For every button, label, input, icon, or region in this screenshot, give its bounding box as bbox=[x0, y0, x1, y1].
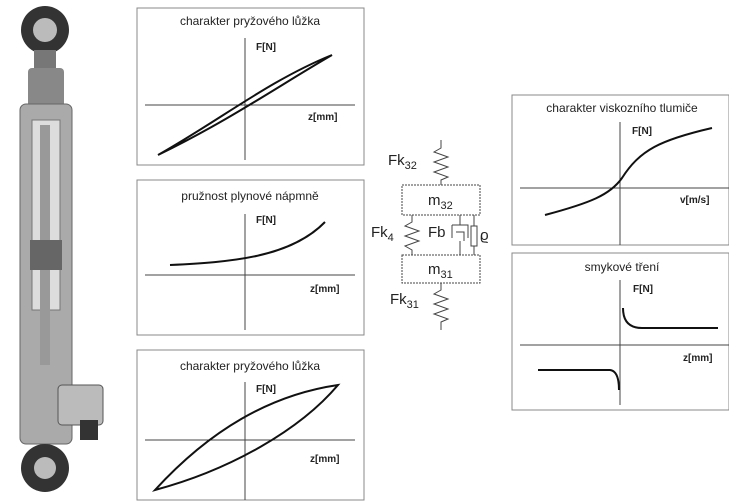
panel-title: smykové tření bbox=[585, 260, 660, 274]
label-main: Fk bbox=[371, 224, 388, 241]
figure: charakter pryžového lůžka F[N] z[mm] pru… bbox=[0, 0, 729, 504]
mass-label: m31 bbox=[428, 261, 453, 281]
label-sub: 4 bbox=[388, 232, 394, 244]
y-axis-label: F[N] bbox=[632, 126, 652, 137]
label-main: Fk bbox=[390, 291, 407, 308]
y-axis-label: F[N] bbox=[256, 215, 276, 226]
label-sub: 31 bbox=[441, 269, 453, 281]
x-axis-label: z[mm] bbox=[310, 454, 339, 465]
panel-title: charakter pryžového lůžka bbox=[180, 359, 320, 373]
x-axis-label: v[m/s] bbox=[680, 195, 709, 206]
label-sub: 32 bbox=[405, 160, 417, 172]
panel-title: pružnost plynové nápmně bbox=[181, 189, 319, 203]
panel-title: charakter pryžového lůžka bbox=[180, 14, 320, 28]
x-axis-label: z[mm] bbox=[308, 112, 337, 123]
x-axis-label: z[mm] bbox=[683, 353, 712, 364]
label-sub: 31 bbox=[407, 299, 419, 311]
label-sub: 32 bbox=[441, 200, 453, 212]
y-axis-label: F[N] bbox=[633, 284, 653, 295]
damper-label: Fb bbox=[428, 224, 446, 241]
label-main: m bbox=[428, 192, 441, 209]
x-axis-label: z[mm] bbox=[310, 284, 339, 295]
spring-label: Fk32 bbox=[388, 152, 417, 172]
spring-label: Fk4 bbox=[371, 224, 394, 244]
y-axis-label: F[N] bbox=[256, 42, 276, 53]
label-main: m bbox=[428, 261, 441, 278]
panel bbox=[137, 8, 364, 165]
mass-label: m32 bbox=[428, 192, 453, 212]
shock-absorber bbox=[20, 6, 103, 492]
spring-label: Fk31 bbox=[390, 291, 419, 311]
label-main: Fk bbox=[388, 152, 405, 169]
panel-title: charakter viskozního tlumiče bbox=[546, 101, 698, 115]
y-axis-label: F[N] bbox=[256, 384, 276, 395]
friction-label: ϱ bbox=[480, 227, 489, 244]
